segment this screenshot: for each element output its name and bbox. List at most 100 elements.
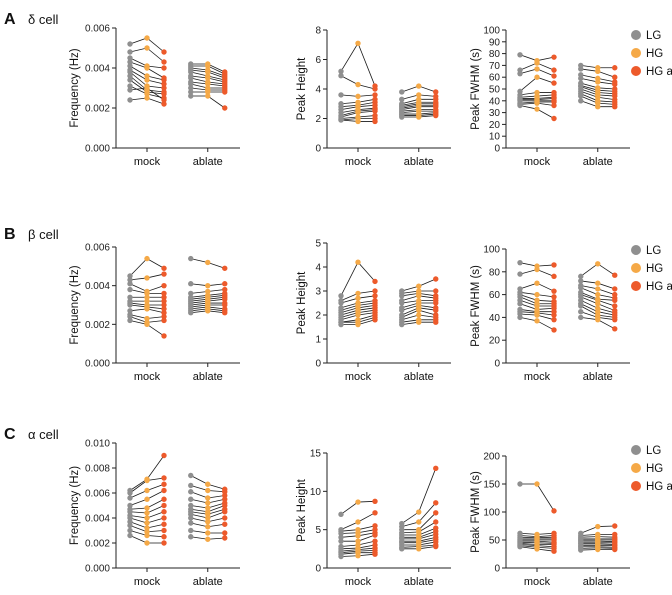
- point-mock-HG_ablate: [161, 306, 167, 312]
- point-ablate-HG: [205, 259, 211, 266]
- point-mock-HG_ablate: [161, 65, 167, 71]
- point-mock-HG_ablate: [551, 288, 557, 294]
- y-tick-label: 50: [489, 536, 501, 547]
- point-mock-HG: [144, 532, 150, 539]
- point-mock-LG: [127, 273, 133, 279]
- point-mock-HG_ablate: [551, 294, 557, 300]
- point-mock-HG: [355, 40, 361, 46]
- x-tick-label-ablate: ablate: [404, 371, 434, 383]
- point-ablate-HG: [416, 519, 422, 525]
- point-ablate-LG: [578, 93, 584, 99]
- point-ablate-HG: [205, 500, 211, 506]
- point-mock-HG_ablate: [161, 294, 167, 300]
- point-ablate-HG_ablate: [222, 310, 228, 316]
- point-mock-LG: [127, 59, 133, 65]
- point-mock-LG: [127, 532, 133, 539]
- point-mock-HG_ablate: [372, 92, 378, 98]
- point-ablate-HG_ablate: [612, 74, 618, 80]
- point-mock-LG: [338, 321, 344, 328]
- y-axis-label: Peak Height: [296, 57, 308, 120]
- point-mock-LG: [517, 301, 523, 307]
- point-mock-HG_ablate: [372, 278, 378, 285]
- legend-marker-HG: [631, 48, 641, 58]
- point-mock-HG_ablate: [372, 288, 378, 294]
- point-mock-HG: [534, 74, 540, 80]
- point-ablate-LG: [188, 515, 194, 521]
- legend-marker-LG: [631, 30, 641, 40]
- point-mock-HG: [534, 60, 540, 66]
- point-ablate-HG_ablate: [612, 272, 618, 278]
- point-mock-LG: [338, 538, 344, 544]
- point-mock-HG_ablate: [161, 85, 167, 91]
- point-mock-HG: [144, 35, 150, 41]
- point-ablate-HG: [205, 89, 211, 95]
- point-ablate-LG: [188, 85, 194, 91]
- x-tick-label-mock: mock: [134, 156, 161, 168]
- point-ablate-LG: [399, 293, 405, 299]
- point-ablate-LG: [399, 546, 405, 552]
- pair-line: [340, 42, 376, 87]
- point-mock-HG: [144, 520, 150, 526]
- point-mock-HG_ablate: [372, 538, 378, 544]
- point-mock-LG: [127, 495, 133, 501]
- panel-B-2: 0 1 2 3 4 5 Peak Height mock ablate: [296, 239, 451, 383]
- point-mock-LG: [127, 77, 133, 83]
- legend-marker-HG_ablate: [631, 66, 641, 76]
- point-ablate-LG: [578, 278, 584, 284]
- panel-C-2: 0 5 10 15 Peak Height mock ablate: [296, 449, 451, 588]
- point-mock-LG: [127, 281, 133, 287]
- point-mock-HG: [534, 106, 540, 112]
- point-ablate-LG: [188, 511, 194, 517]
- point-mock-HG: [534, 280, 540, 286]
- row-title-B: β cell: [28, 227, 59, 242]
- point-ablate-LG: [188, 93, 194, 99]
- point-ablate-LG: [578, 547, 584, 553]
- y-tick-label: 4: [315, 85, 321, 96]
- point-mock-HG_ablate: [161, 282, 167, 289]
- point-ablate-HG: [205, 81, 211, 87]
- point-mock-LG: [338, 92, 344, 98]
- panel-B-1: 0.000 0.002 0.004 0.006 Frequency (Hz) mock ab…: [69, 243, 240, 383]
- point-ablate-HG_ablate: [222, 530, 228, 536]
- point-ablate-LG: [399, 321, 405, 328]
- y-tick-label: 0.006: [85, 489, 110, 500]
- point-mock-HG: [355, 109, 361, 116]
- point-ablate-HG_ablate: [222, 489, 228, 495]
- point-mock-HG: [144, 77, 150, 83]
- point-ablate-LG: [188, 489, 194, 495]
- point-mock-HG_ablate: [161, 317, 167, 324]
- point-mock-HG: [355, 538, 361, 544]
- point-mock-LG: [127, 63, 133, 69]
- point-mock-HG_ablate: [161, 271, 167, 277]
- point-mock-HG: [355, 290, 361, 297]
- point-ablate-HG: [205, 288, 211, 295]
- point-ablate-HG: [416, 283, 422, 289]
- point-ablate-HG_ablate: [222, 281, 228, 287]
- point-mock-HG: [144, 505, 150, 511]
- point-mock-HG_ablate: [372, 498, 378, 504]
- point-mock-HG_ablate: [161, 475, 167, 481]
- y-axis-label: Peak FWHM (s): [470, 48, 482, 130]
- point-mock-HG_ablate: [372, 523, 378, 529]
- x-tick-label-mock: mock: [134, 576, 161, 588]
- point-mock-HG: [144, 298, 150, 304]
- point-ablate-HG: [595, 291, 601, 298]
- point-ablate-LG: [399, 300, 405, 306]
- point-ablate-HG: [205, 69, 211, 75]
- point-ablate-HG_ablate: [433, 112, 439, 119]
- y-tick-label: 70: [489, 61, 501, 72]
- x-tick-label-ablate: ablate: [193, 371, 223, 383]
- x-tick-label-ablate: ablate: [193, 576, 223, 588]
- y-tick-label: 0.002: [85, 320, 110, 331]
- y-tick-label: 4: [315, 263, 321, 274]
- y-tick-label: 8: [315, 26, 321, 37]
- y-tick-label: 0.004: [85, 64, 110, 75]
- point-ablate-HG_ablate: [612, 65, 618, 71]
- point-ablate-HG: [416, 92, 422, 98]
- point-mock-HG_ablate: [161, 81, 167, 87]
- y-tick-label: 0.002: [85, 539, 110, 550]
- legend-label-HG: HG: [646, 263, 663, 275]
- point-mock-HG: [534, 312, 540, 318]
- point-mock-HG_ablate: [551, 115, 557, 122]
- point-mock-HG_ablate: [161, 59, 167, 65]
